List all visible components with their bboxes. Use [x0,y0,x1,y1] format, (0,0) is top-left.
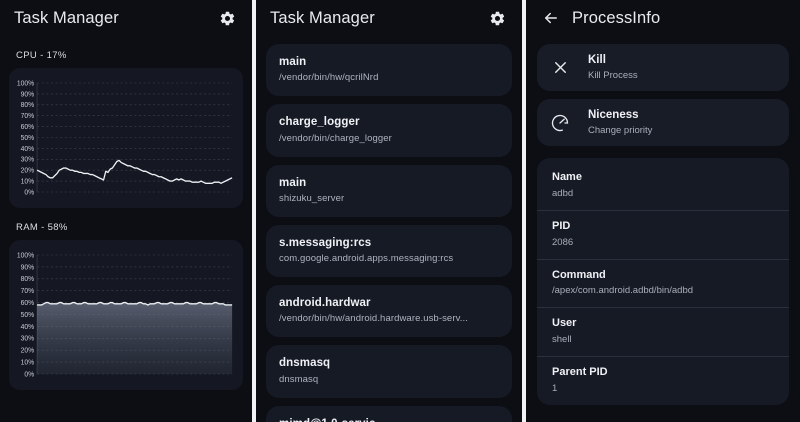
process-name: android.hardwar [279,297,371,309]
series-line [36,159,233,184]
process-name: main [279,176,307,189]
y-axis-tick-label: 50% [21,312,35,319]
page-title: Task Manager [270,8,375,27]
appbar-task-manager-list: Task Manager [256,0,522,36]
y-axis-tick-label: 100% [17,252,34,259]
process-command: shizuku_server [279,192,345,204]
process-list-item[interactable]: android.hardwar/vendor/bin/hw/android.ha… [266,285,512,338]
process-list-item[interactable]: main/vendor/bin/hw/qcrilNrd [266,44,512,97]
detail-row: User shell [537,307,789,356]
y-axis-tick-label: 0% [24,371,34,378]
y-axis-tick-label: 90% [21,91,35,98]
action-subtitle: Kill Process [588,69,638,81]
ram-chart-card: 100% 90% 80% 70% 60% 50% 40% 30% 20% 10% 0% [9,240,243,390]
arrow-left-icon[interactable] [540,7,562,29]
detail-key: Parent PID [552,365,608,378]
y-axis-tick-label: 70% [21,113,35,120]
cpu-chart: 100% 90% 80% 70% 60% 50% 40% 30% 20% 10% 0% [11,78,235,202]
process-details: Name adbd PID 2086 Command/apex/com.android.… [537,158,789,405]
detail-value: adbd [552,188,574,200]
cpu-chart-svg: 100% 90% 80% 70% 60% 50% 40% 30% 20% 10% 0% [17,80,233,196]
process-name: mimd@1.0-servic [279,417,499,422]
detail-row: Command/apex/com.android.adbd/bin/adbd [537,258,789,308]
cpu-metric-label: CPU - 17% [16,50,67,61]
process-list-item[interactable]: charge_logger/vendor/bin/charge_logger [266,104,512,157]
cpu-chart-card: 100% 90% 80% 70% 60% 50% 40% 30% 20% 10% 0% [9,68,243,208]
process-list-item[interactable]: s.messaging:rcs com.google.android.apps.m… [266,224,512,277]
panel-cpu-ram: Task Manager CPU - 17% 100% 90% 80% 70% 60% 5… [0,0,252,422]
y-axis-tick-label: 10% [21,178,35,185]
process-list-item[interactable]: dnsmasq dnsmasq [266,345,512,398]
panel-process-info: ProcessInfo Kill Kill Process Niceness Chan… [526,0,800,422]
y-axis-tick-label: 10% [21,359,35,366]
action-title: Niceness [588,109,639,122]
y-axis-tick-label: 30% [21,336,35,343]
y-axis-tick-label: 30% [21,157,35,164]
process-list-item[interactable]: main shizuku_server [266,164,512,217]
y-axis-tick-label: 60% [21,300,35,307]
speedometer-icon [549,112,571,134]
y-axis-tick-label: 40% [21,324,35,331]
y-axis-tick-label: 100% [17,80,34,87]
panel-process-list: Task Manager main/vendor/bin/hw/qcrilNrd… [256,0,522,422]
process-name: s.messaging:rcs [279,236,372,249]
y-axis-tick-label: 60% [21,124,35,131]
close-x-icon [549,57,571,79]
page-title: ProcessInfo [572,8,661,27]
detail-value: 2086 [552,236,574,248]
action-title: Kill [588,54,606,66]
process-command: dnsmasq [279,373,319,385]
detail-key: Name [552,171,582,184]
process-name: dnsmasq [279,357,331,370]
gear-icon[interactable] [216,7,238,29]
y-axis-tick-label: 0% [24,189,34,196]
detail-key: PID [552,220,571,232]
ram-chart-svg: 100% 90% 80% 70% 60% 50% 40% 30% 20% 10% 0% [17,252,233,378]
appbar-task-manager-graphs: Task Manager [0,0,252,36]
series-area [37,302,233,374]
panel-divider-2 [522,0,526,422]
page-title: Task Manager [14,8,119,27]
panel-divider-1 [252,0,256,422]
series-line [37,301,233,306]
detail-value: 1 [552,382,558,394]
y-axis-tick-label: 70% [21,288,35,295]
process-command: /vendor/bin/hw/android.hardware.usb-serv… [279,313,468,325]
process-name: main [279,56,307,68]
detail-value: shell [552,334,572,345]
y-axis-tick-label: 90% [21,264,35,271]
y-axis-tick-label: 40% [21,146,35,153]
action-texts: Kill Kill Process [588,54,638,81]
detail-row: PID 2086 [537,210,789,259]
detail-value: /apex/com.android.adbd/bin/adbd [552,285,694,297]
y-axis-tick-label: 50% [21,135,35,142]
detail-key: Command [552,268,606,281]
process-actions[interactable]: Kill Kill Process Niceness Change priority [526,36,800,147]
y-axis-tick-label: 80% [21,276,35,283]
gear-icon[interactable] [486,7,508,29]
y-axis-tick-label: 80% [21,102,35,109]
process-list[interactable]: main/vendor/bin/hw/qcrilNrd charge_logger… [256,36,522,422]
action-kill[interactable]: Kill Kill Process [537,44,789,92]
detail-row: Parent PID 1 [537,355,789,405]
ram-chart: 100% 90% 80% 70% 60% 50% 40% 30% 20% 10% 0% [11,250,235,384]
process-name: charge_logger [279,116,360,129]
y-axis-tick-label: 20% [21,168,35,175]
y-axis-tick-label: 20% [21,348,35,355]
process-command: com.google.android.apps.messaging:rcs [279,253,454,265]
action-niceness[interactable]: Niceness Change priority [537,99,789,147]
ram-metric-label: RAM - 58% [16,222,68,233]
detail-row: Name adbd [537,162,789,210]
appbar-process-info: ProcessInfo [526,0,800,36]
action-texts: Niceness Change priority [588,109,652,136]
action-subtitle: Change priority [588,124,653,136]
process-command: /vendor/bin/hw/qcrilNrd [279,72,379,84]
process-list-item[interactable]: mimd@1.0-servic [266,405,512,422]
detail-key: User [552,317,577,330]
process-command: /vendor/bin/charge_logger [279,132,392,144]
